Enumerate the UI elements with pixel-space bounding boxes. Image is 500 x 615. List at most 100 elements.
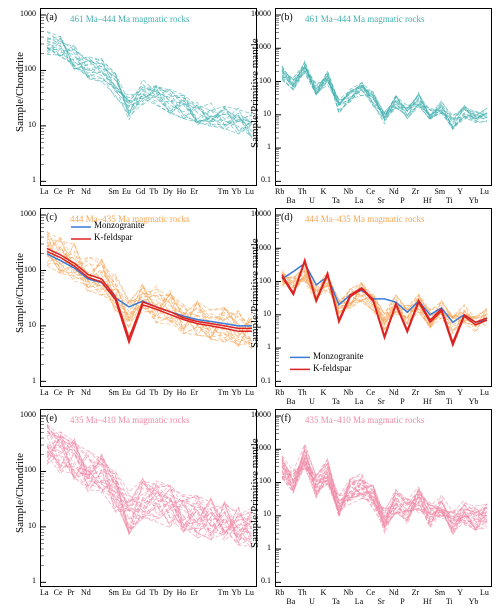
xtick: Dy — [163, 187, 173, 196]
ytick: 10000 — [243, 410, 271, 419]
xtick: K — [321, 588, 327, 597]
ylabel: Sample/Chondrite — [14, 253, 26, 333]
xtick: Tm — [218, 187, 229, 196]
xtick: Th — [298, 388, 307, 397]
ylabel: Sample/Primitive mantle — [249, 439, 261, 549]
xtick: Ce — [366, 388, 375, 397]
ytick: 0.1 — [243, 175, 271, 184]
ytick: 1 — [8, 576, 36, 585]
xtick: Nb — [343, 588, 353, 597]
xtick-bot: Hf — [423, 597, 431, 606]
xtick: Nd — [389, 588, 399, 597]
xtick: La — [40, 187, 48, 196]
legend-label: Monzogranite — [313, 351, 363, 361]
xtick: Gd — [136, 388, 146, 397]
xtick: Ho — [177, 588, 187, 597]
ylabel: Sample/Chondrite — [14, 52, 26, 132]
xtick: Nb — [343, 187, 353, 196]
xtick: Yb — [231, 388, 241, 397]
xtick: Y — [457, 588, 463, 597]
panel-title: 435 Ma–410 Ma magmatic rocks — [305, 415, 424, 425]
panel-corner: (f) — [281, 413, 291, 424]
xtick: Th — [298, 588, 307, 597]
xtick: Lu — [245, 187, 254, 196]
xtick-bot: U — [309, 397, 315, 406]
xtick: Nd — [389, 187, 399, 196]
xtick: Tm — [218, 388, 229, 397]
xtick: Pr — [67, 588, 74, 597]
xtick: Eu — [122, 187, 131, 196]
xtick: Er — [190, 187, 198, 196]
legend-label: K-feldspar — [94, 232, 132, 242]
xtick: K — [321, 187, 327, 196]
panel-f — [275, 409, 492, 587]
series-layer — [41, 410, 258, 588]
legend-label: K-feldspar — [313, 363, 351, 373]
panel-title: 461 Ma–444 Ma magmatic rocks — [305, 14, 424, 24]
xtick: Pr — [67, 388, 74, 397]
xtick-bot: Ba — [286, 597, 295, 606]
xtick: Er — [190, 588, 198, 597]
xtick-bot: P — [400, 597, 404, 606]
xtick-bot: Ba — [286, 397, 295, 406]
panel-title: 461 Ma–444 Ma magmatic rocks — [70, 14, 189, 24]
xtick-bot: Hf — [423, 196, 431, 205]
ytick: 1 — [8, 175, 36, 184]
ylabel: Sample/Primitive mantle — [249, 38, 261, 148]
xtick: Rb — [275, 187, 284, 196]
xtick: Y — [457, 388, 463, 397]
xtick: Ho — [177, 187, 187, 196]
xtick-bot: Ba — [286, 196, 295, 205]
xtick: Tb — [149, 388, 158, 397]
xtick: Ce — [54, 588, 63, 597]
xtick: Ce — [366, 588, 375, 597]
panel-title: 435 Ma–410 Ma magmatic rocks — [70, 415, 189, 425]
xtick: Nd — [81, 388, 91, 397]
xtick: Sm — [434, 388, 445, 397]
xtick: Sm — [108, 388, 119, 397]
xtick: Th — [298, 187, 307, 196]
xtick: Zr — [412, 388, 420, 397]
series-layer — [41, 209, 258, 387]
xtick: Gd — [136, 588, 146, 597]
panel-corner: (b) — [281, 12, 293, 23]
panel-corner: (d) — [281, 212, 293, 223]
xtick: Nd — [389, 388, 399, 397]
xtick-bot: Hf — [423, 397, 431, 406]
xtick: Y — [457, 187, 463, 196]
ylabel: Sample/Chondrite — [14, 453, 26, 533]
series-layer — [276, 9, 493, 187]
xtick: Dy — [163, 388, 173, 397]
xtick-bot: Ta — [332, 196, 340, 205]
panel-title: 444 Ma–435 Ma magmatic rocks — [305, 214, 424, 224]
xtick-bot: Ti — [446, 597, 453, 606]
xtick: Rb — [275, 588, 284, 597]
xtick: Sm — [434, 588, 445, 597]
xtick: Zr — [412, 588, 420, 597]
xtick: Nd — [81, 187, 91, 196]
xtick-bot: Ti — [446, 397, 453, 406]
xtick: Lu — [480, 187, 489, 196]
xtick: Tb — [149, 588, 158, 597]
xtick: K — [321, 388, 327, 397]
xtick-bot: Yb — [469, 597, 479, 606]
xtick-bot: Sr — [378, 597, 385, 606]
xtick-bot: U — [309, 196, 315, 205]
panel-a — [40, 8, 257, 186]
ytick: 1000 — [8, 9, 36, 18]
ytick: 10000 — [243, 9, 271, 18]
panel-corner: (e) — [46, 413, 57, 424]
panel-corner: (c) — [46, 212, 57, 223]
ytick: 10000 — [243, 209, 271, 218]
xtick-bot: Ti — [446, 196, 453, 205]
xtick: Gd — [136, 187, 146, 196]
xtick-bot: La — [355, 597, 363, 606]
xtick: Ce — [54, 187, 63, 196]
xtick-bot: P — [400, 196, 404, 205]
xtick: Lu — [480, 388, 489, 397]
xtick: Tm — [218, 588, 229, 597]
xtick-bot: P — [400, 397, 404, 406]
xtick: Yb — [231, 588, 241, 597]
xtick: Yb — [231, 187, 241, 196]
xtick: Sm — [434, 187, 445, 196]
